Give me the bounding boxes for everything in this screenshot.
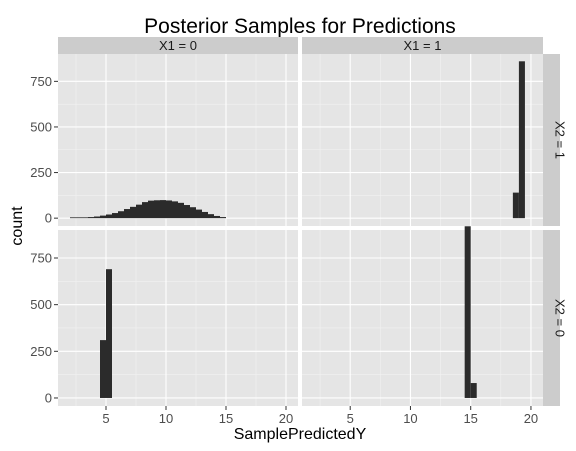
x-tick-label: 20 [524,411,538,426]
x-tick-label: 5 [102,411,109,426]
histogram-bar [130,206,136,219]
histogram-bar [160,200,166,219]
facet-panel-0-1 [302,54,543,226]
panel-background [302,54,543,226]
histogram-bars-0-0 [70,200,226,219]
facet-panel-1-1 [302,230,543,406]
histogram-bar [178,202,184,219]
facet-strip-label: X1 = 1 [404,38,442,53]
facet-strip-label: X1 = 0 [159,38,197,53]
histogram-bar [190,207,196,219]
facet-panel-1-0 [58,230,298,406]
y-axis-label: count [9,206,26,246]
y-tick-label: 750 [30,74,52,89]
histogram-bars-1-1 [464,226,477,398]
histogram-bar [208,214,214,219]
x-tick-label: 15 [463,411,477,426]
x-tick-label: 15 [219,411,233,426]
facet-strip-row-0 [543,54,560,226]
histogram-bar [214,215,220,219]
y-tick-label: 250 [30,165,52,180]
x-tick-label: 5 [347,411,354,426]
panel-background [58,230,298,406]
histogram-bar [196,209,202,219]
histogram-bars-1-0 [100,269,112,398]
histogram-bar [166,200,172,219]
x-axis-label: SamplePredictedY [234,426,367,443]
y-tick-label: 0 [45,211,52,226]
histogram-bar [148,200,154,219]
facet-strip-label: X2 = 0 [553,299,568,337]
facet-strip-row-1 [543,230,560,406]
facet-strip-label: X2 = 1 [553,121,568,159]
histogram-bars-0-1 [512,61,525,219]
histogram-bar [94,216,100,219]
panel-background [302,230,543,406]
facet-grid: X1 = 0 X1 = 1 X2 = 1 X2 = 0 0 250 500 750 0 250 50… [30,37,568,426]
histogram-bar [518,61,525,219]
histogram-bar [70,217,76,219]
histogram-bar [82,217,88,219]
x-tick-label: 20 [279,411,293,426]
facet-strip-col-1 [302,37,543,54]
y-tick-label: 250 [30,344,52,359]
panel-background [58,54,298,226]
y-tick-label: 500 [30,297,52,312]
histogram-bar [100,340,106,398]
histogram-bar [106,214,112,219]
x-tick-label: 10 [403,411,417,426]
histogram-bar [106,269,112,398]
histogram-bar [512,192,519,219]
histogram-bar [184,205,190,219]
histogram-bar [172,201,178,219]
histogram-bar [220,217,226,219]
histogram-bar [118,211,124,219]
histogram-bar [136,204,142,219]
histogram-bar [464,226,471,398]
y-tick-label: 750 [30,250,52,265]
histogram-bar [88,217,94,219]
histogram-bar [202,211,208,219]
histogram-bar [154,200,160,219]
histogram-bar [76,217,82,219]
x-tick-label: 10 [159,411,173,426]
y-tick-label: 0 [45,390,52,405]
facet-panel-0-0 [58,54,298,226]
histogram-bar [124,209,130,219]
histogram-bar [112,213,118,219]
histogram-bar [470,383,477,398]
histogram-bar [100,215,106,219]
histogram-bar [142,202,148,219]
facet-strip-col-0 [58,37,298,54]
chart-title: Posterior Samples for Predictions [144,15,456,38]
y-tick-label: 500 [30,119,52,134]
